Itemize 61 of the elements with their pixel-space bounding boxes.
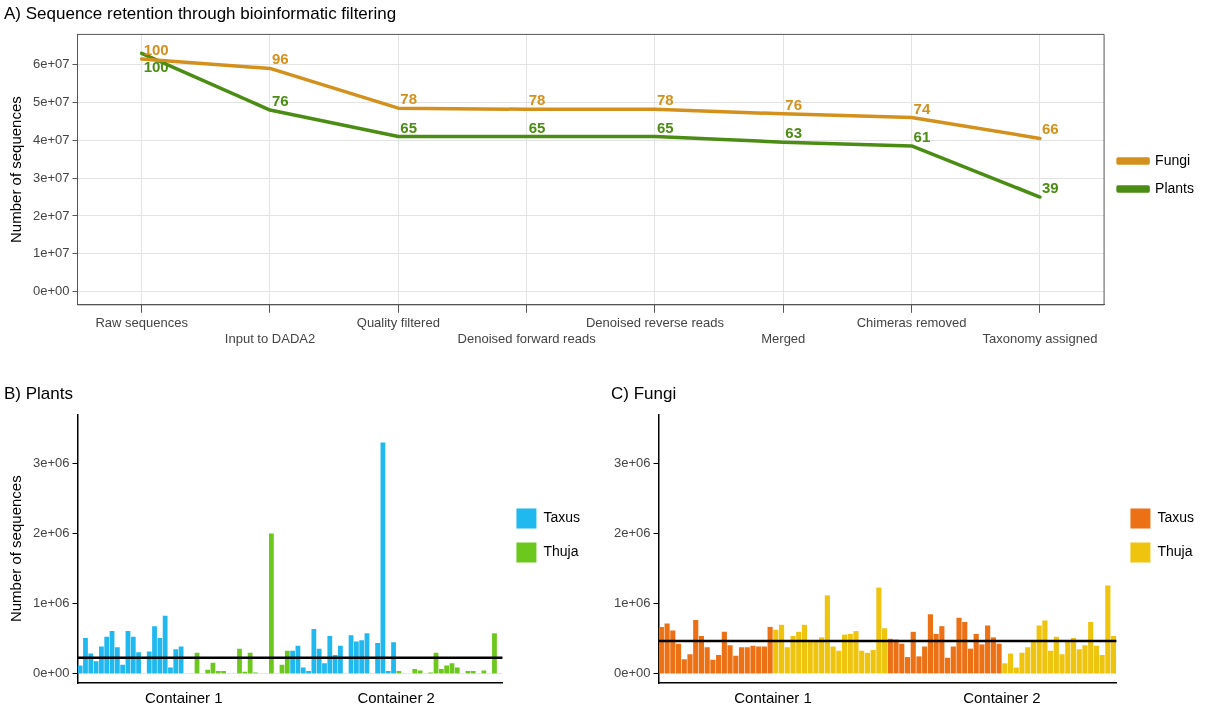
annotation: 74 [913, 99, 931, 117]
x-tick-label: Raw sequences [95, 315, 189, 331]
y-axis-title: Number of sequences [7, 96, 25, 243]
bar [396, 671, 402, 674]
bar [492, 633, 497, 674]
text: Container 2 [357, 688, 435, 706]
bar [470, 671, 476, 674]
annotation: 65 [528, 118, 546, 136]
annotation: 65 [656, 118, 674, 136]
annotation: 78 [656, 91, 674, 109]
x-tick-label: Merged [761, 330, 806, 346]
x-tick-label: Denoised forward reads [457, 330, 597, 346]
y-tick-label: 5e+07 [33, 94, 70, 110]
annotation: 66 [1041, 120, 1059, 138]
bar [290, 650, 296, 674]
annotation: 78 [400, 90, 417, 108]
text: Container 2 [963, 688, 1041, 706]
legend-label: Plants [1155, 179, 1195, 196]
x-tick-label: Taxonomy assigned [982, 330, 1098, 346]
bar [481, 670, 487, 674]
chart-title: C) Fungi [611, 383, 677, 403]
bar [412, 668, 418, 674]
legend-label: Fungi [1155, 151, 1191, 168]
chart-title: A) Sequence retention through bioinformatic filtering [4, 3, 397, 23]
y-tick-label: 1e+06 [33, 595, 70, 611]
annotation: 63 [785, 124, 802, 142]
annotation: 96 [272, 50, 289, 68]
y-tick-label: 3e+07 [33, 169, 70, 185]
bar [268, 533, 274, 674]
annotation: 65 [400, 118, 417, 136]
legend-label: Taxus [1157, 509, 1195, 526]
legend-label: Taxus [543, 509, 581, 526]
x-tick-label: Input to DADA2 [224, 330, 316, 346]
y-tick-label: 2e+06 [33, 525, 70, 541]
annotation: 78 [528, 91, 546, 109]
annotation: 61 [913, 127, 931, 145]
y-tick-label: 0e+00 [33, 283, 70, 299]
text: Container 1 [734, 688, 812, 706]
y-tick-label: 0e+00 [614, 665, 651, 681]
y-tick-label: 2e+06 [614, 525, 651, 541]
text: Container 1 [144, 688, 223, 706]
y-tick-label: 0e+00 [33, 665, 70, 681]
y-tick-label: 1e+07 [33, 245, 70, 261]
annotation: 76 [272, 92, 289, 110]
chart-title: B) Plants [4, 383, 73, 403]
x-tick-label: Denoised reverse reads [585, 315, 725, 331]
y-tick-label: 4e+07 [33, 131, 70, 147]
x-tick-label: Quality filtered [356, 315, 440, 331]
legend-label: Thuja [1157, 543, 1193, 560]
annotation: 100 [143, 40, 169, 58]
annotation: 39 [1041, 179, 1059, 197]
y-axis-title: Number of sequences [7, 475, 25, 623]
y-tick-label: 2e+07 [33, 207, 70, 223]
y-tick-label: 3e+06 [614, 455, 651, 471]
y-tick-label: 6e+07 [33, 56, 70, 72]
legend-label: Thuja [543, 543, 579, 560]
bar [284, 650, 290, 674]
y-tick-label: 3e+06 [33, 455, 70, 471]
annotation: 76 [785, 95, 802, 113]
x-tick-label: Chimeras removed [856, 315, 967, 331]
y-tick-label: 1e+06 [614, 595, 651, 611]
